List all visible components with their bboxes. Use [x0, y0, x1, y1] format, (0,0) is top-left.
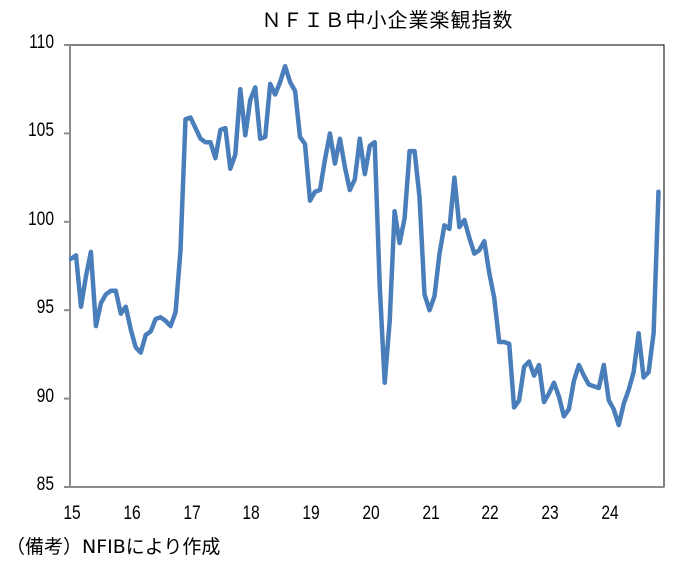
source-note: （備考）NFIBにより作成 — [6, 536, 221, 558]
x-tick-label: 18 — [242, 503, 260, 524]
x-tick-label: 16 — [123, 503, 141, 524]
x-tick-label: 23 — [541, 503, 559, 524]
y-tick-label: 90 — [36, 385, 54, 407]
y-tick-label: 105 — [28, 120, 54, 142]
y-tick-label: 100 — [28, 208, 54, 230]
y-tick-label: 110 — [29, 32, 54, 53]
x-tick-label: 15 — [63, 503, 81, 524]
x-tick-label: 17 — [182, 503, 201, 524]
y-tick-label: 95 — [36, 297, 54, 319]
x-tick-label: 19 — [302, 503, 320, 524]
y-tick-label: 85 — [36, 474, 54, 495]
x-tick-label: 21 — [421, 503, 440, 524]
plot-area-frame — [69, 44, 665, 488]
x-tick-label: 22 — [481, 503, 499, 524]
x-tick-label: 24 — [601, 503, 619, 524]
chart-title: ＮＦＩＢ中小企業楽観指数 — [261, 8, 514, 32]
x-tick-label: 20 — [362, 503, 380, 524]
y-axis-ticks — [64, 44, 70, 488]
series-line-nfib-optimism — [68, 63, 661, 428]
